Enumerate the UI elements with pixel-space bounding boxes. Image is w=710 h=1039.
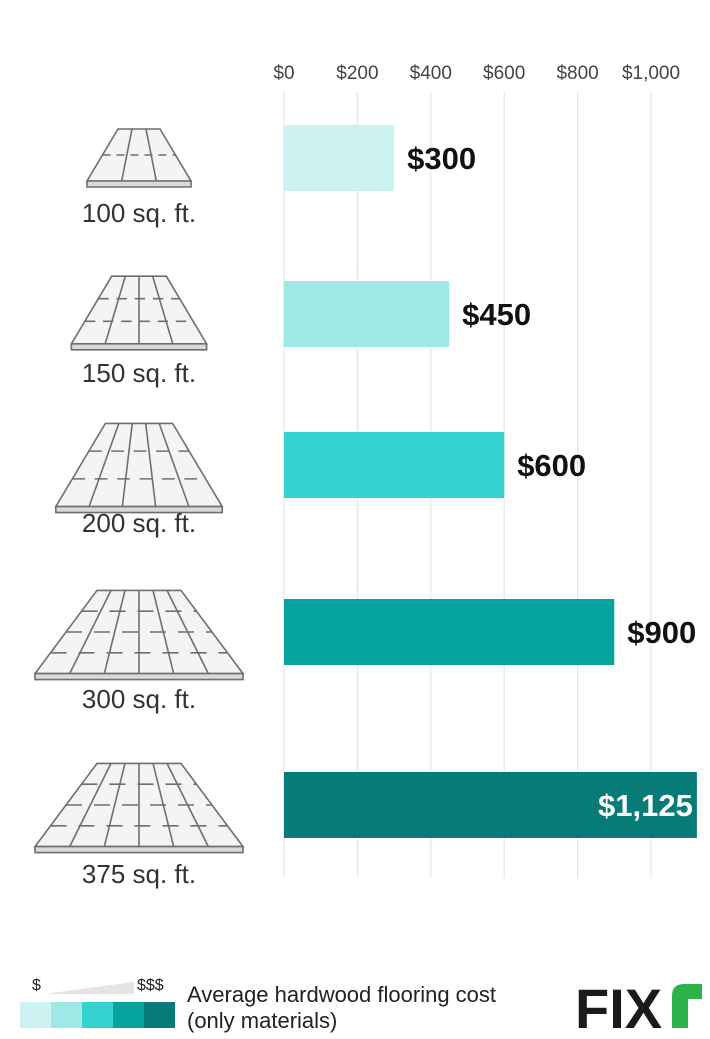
labels: $300 100 sq. ft. $450 150 sq. ft. $600 200 sq…	[82, 141, 696, 889]
category-label: 200 sq. ft.	[82, 508, 196, 538]
legend-swatch	[113, 1002, 144, 1028]
legend-text-line2: (only materials)	[187, 1008, 337, 1033]
value-label: $1,125	[598, 788, 693, 823]
value-label: $600	[517, 448, 586, 483]
x-tick-label: $800	[556, 63, 598, 84]
floor-plank-icon	[54, 422, 224, 514]
legend-swatch	[82, 1002, 113, 1028]
bar	[284, 432, 505, 498]
x-tick-label: $0	[273, 63, 294, 84]
value-label: $450	[462, 297, 531, 332]
legend-high-symbol: $$$	[137, 977, 164, 994]
bar	[284, 772, 697, 838]
legend-swatch	[144, 1002, 175, 1028]
legend: $ $$$ Average hardwood flooring cost (on…	[20, 977, 496, 1033]
logo-text: FIX	[575, 977, 662, 1039]
x-tick-label: $1,000	[622, 63, 680, 84]
x-axis-ticks: $0 $200 $400 $600 $800 $1,000	[273, 63, 680, 84]
legend-text-line1: Average hardwood flooring cost	[187, 982, 496, 1007]
floor-icons	[33, 128, 245, 854]
category-label: 150 sq. ft.	[82, 358, 196, 388]
bar	[284, 599, 615, 665]
legend-wedge	[44, 982, 134, 994]
bar	[284, 281, 450, 347]
x-tick-label: $600	[483, 63, 525, 84]
legend-swatch	[51, 1002, 82, 1028]
logo-r-mark	[672, 984, 702, 1028]
category-label: 100 sq. ft.	[82, 198, 196, 228]
floor-plank-icon	[33, 762, 245, 854]
x-tick-label: $400	[410, 63, 452, 84]
floor-plank-icon	[69, 275, 209, 351]
fixr-logo: FIX	[575, 977, 702, 1039]
bars	[284, 125, 697, 838]
category-label: 300 sq. ft.	[82, 684, 196, 714]
legend-low-symbol: $	[32, 977, 41, 994]
legend-swatches	[20, 1002, 175, 1028]
floor-plank-icon	[85, 128, 193, 188]
floor-plank-icon	[33, 589, 245, 681]
value-label: $900	[627, 615, 696, 650]
bar	[284, 125, 395, 191]
category-label: 375 sq. ft.	[82, 859, 196, 889]
x-tick-label: $200	[336, 63, 378, 84]
legend-swatch	[20, 1002, 51, 1028]
value-label: $300	[407, 141, 476, 176]
